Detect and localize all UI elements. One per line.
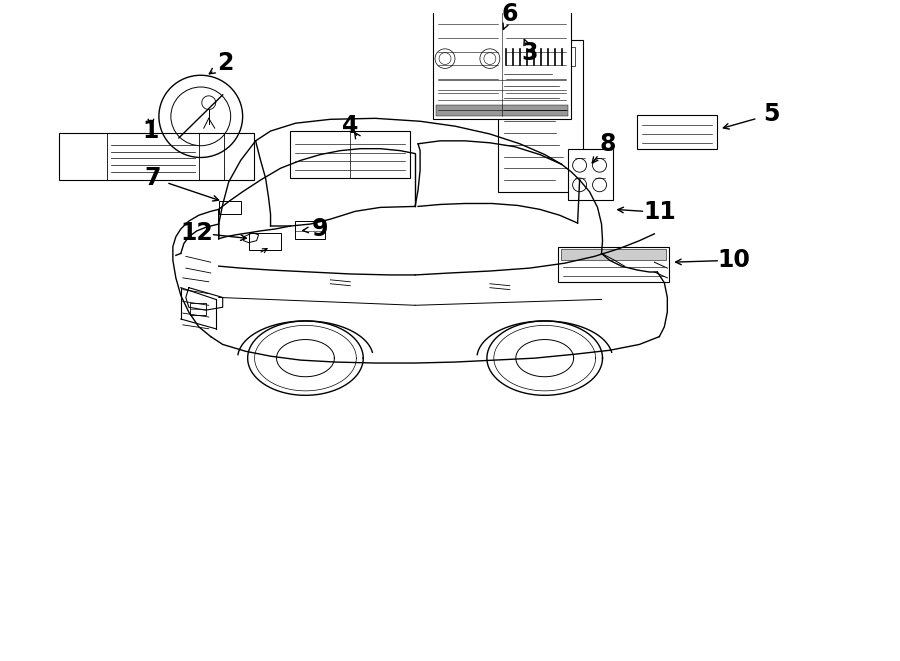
FancyBboxPatch shape: [291, 131, 410, 178]
FancyBboxPatch shape: [248, 233, 281, 251]
Text: 4: 4: [342, 114, 358, 138]
Text: 11: 11: [643, 200, 676, 224]
Text: 1: 1: [143, 119, 159, 143]
FancyBboxPatch shape: [503, 47, 574, 67]
FancyBboxPatch shape: [568, 149, 614, 200]
FancyBboxPatch shape: [295, 221, 326, 239]
FancyBboxPatch shape: [59, 133, 254, 180]
FancyBboxPatch shape: [637, 116, 717, 149]
FancyBboxPatch shape: [498, 40, 582, 192]
Text: 6: 6: [501, 1, 518, 26]
FancyBboxPatch shape: [572, 165, 591, 178]
FancyBboxPatch shape: [436, 104, 568, 116]
FancyBboxPatch shape: [433, 0, 571, 119]
Text: 12: 12: [180, 221, 213, 245]
Text: 8: 8: [599, 132, 616, 156]
Text: 9: 9: [312, 217, 328, 241]
Text: 5: 5: [763, 102, 779, 126]
Text: 2: 2: [218, 50, 234, 75]
Text: 7: 7: [145, 166, 161, 190]
FancyBboxPatch shape: [558, 247, 670, 282]
Text: 10: 10: [717, 249, 751, 272]
FancyBboxPatch shape: [219, 200, 240, 214]
FancyBboxPatch shape: [561, 249, 666, 260]
Text: 3: 3: [521, 41, 538, 65]
